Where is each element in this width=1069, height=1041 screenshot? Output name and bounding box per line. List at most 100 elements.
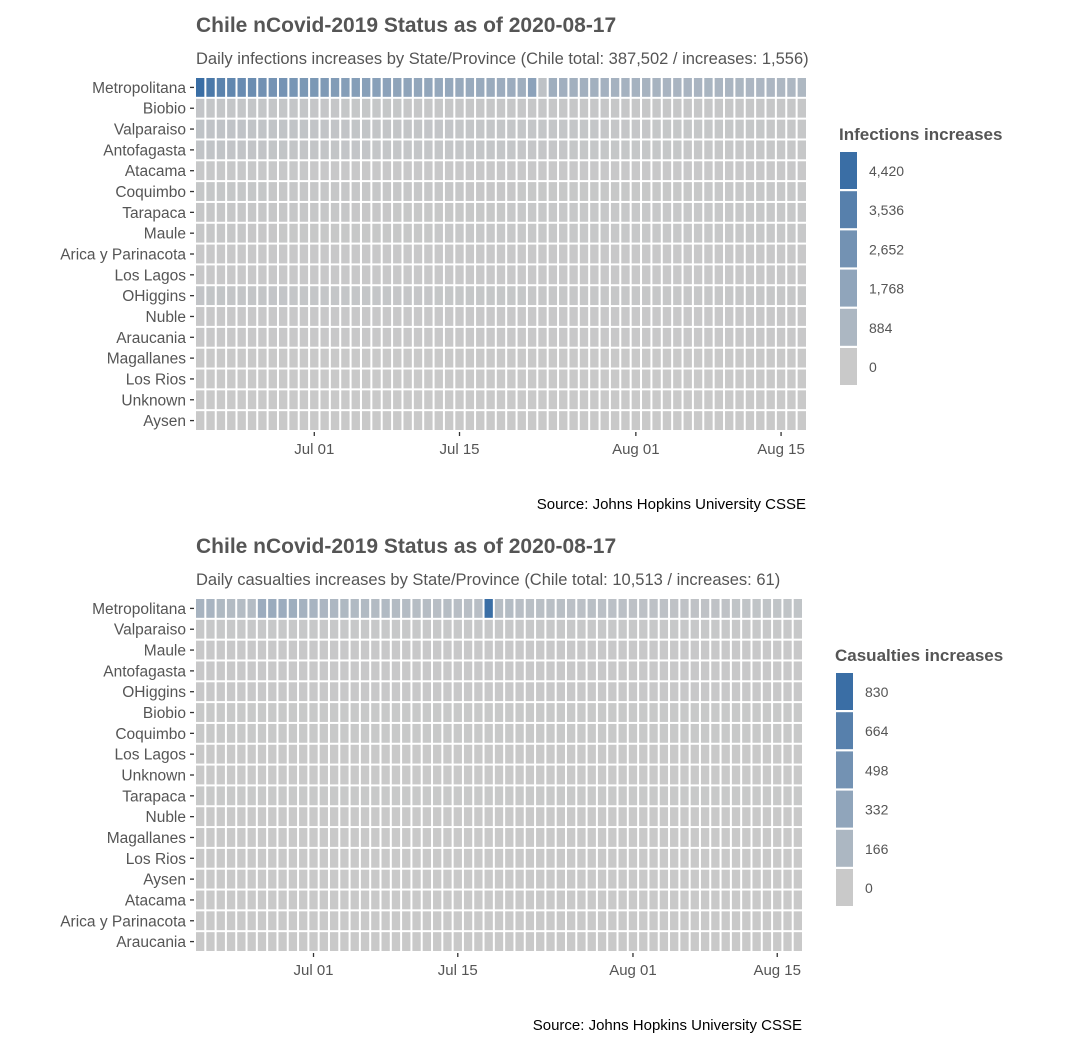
heatmap-tile [559,182,568,201]
heatmap-tile [680,932,689,951]
heatmap-tile [628,703,638,722]
heatmap-tile [507,78,516,97]
heatmap-tile [196,244,205,264]
heatmap-tile [341,161,350,181]
heatmap-tile [247,202,257,222]
heatmap-tile [361,161,371,181]
heatmap-tile [453,703,462,722]
heatmap-tile [693,265,703,285]
y-tick-label: Biobio [143,101,186,118]
heatmap-tile [673,161,682,181]
heatmap-tile [268,244,277,264]
heatmap-tile [393,98,402,118]
heatmap-tile [463,619,473,639]
heatmap-tile [226,786,236,806]
heatmap-tile [725,140,734,160]
heatmap-tile [382,182,392,201]
heatmap-tile [538,327,547,347]
heatmap-tile [507,244,516,264]
heatmap-tile [268,140,277,160]
heatmap-tile [402,723,411,743]
heatmap-tile [639,599,648,618]
heatmap-tile [196,890,205,910]
heatmap-tile [424,307,433,326]
heatmap-tile [465,161,475,181]
heatmap-tile [299,890,308,910]
heatmap-tile [556,786,565,806]
heatmap-tile [546,932,555,951]
heatmap-tile [299,869,308,889]
heatmap-tile [662,369,672,389]
heatmap-tile [433,723,442,743]
heatmap-tile [787,161,796,181]
heatmap-tile [371,807,380,827]
heatmap-tile [372,161,381,181]
heatmap-tile [536,890,545,910]
heatmap-tile [381,786,390,806]
heatmap-tile [257,661,267,681]
heatmap-tile [278,661,287,681]
heatmap-tile [649,890,658,910]
heatmap-tile [693,202,703,222]
heatmap-tile [787,202,796,222]
legend-key [840,191,857,229]
heatmap-tile [350,599,359,618]
heatmap-tile [631,202,641,222]
heatmap-tile [494,744,504,764]
heatmap-tile [403,202,412,222]
heatmap-tile [673,348,682,368]
heatmap-tile [600,286,609,306]
heatmap-tile [597,786,607,806]
heatmap-tile [628,682,638,702]
heatmap-tile [268,744,277,764]
heatmap-tile [731,911,741,931]
heatmap-tile [206,786,215,806]
heatmap-tile [247,411,257,430]
heatmap-tile [515,744,524,764]
heatmap-tile [484,723,493,743]
heatmap-tile [484,661,493,681]
heatmap-tile [361,327,371,347]
heatmap-tile [700,765,710,785]
heatmap-tile [330,348,340,368]
y-tick-label: Biobio [143,705,186,722]
heatmap-tile [196,78,205,97]
heatmap-tile [756,265,765,285]
heatmap-tile [762,932,772,951]
x-tick-label: Jul 01 [294,441,334,458]
heatmap-tile [683,286,692,306]
heatmap-tile [742,848,751,868]
heatmap-tile [773,765,782,785]
heatmap-tile [351,369,360,389]
heatmap-tile [693,327,703,347]
heatmap-tile [507,223,516,243]
heatmap-tile [546,599,555,618]
heatmap-tile [424,265,433,285]
heatmap-tile [350,765,359,785]
heatmap-tile [597,869,607,889]
heatmap-tile [517,348,526,368]
heatmap-tile [257,723,267,743]
heatmap-tile [745,369,755,389]
heatmap-tile [257,869,267,889]
heatmap-tile [372,98,381,118]
heatmap-tile [206,161,215,181]
heatmap-tile [372,307,381,326]
heatmap-tile [590,411,599,430]
chart-title: Chile nCovid-2019 Status as of 2020-08-1… [196,14,616,37]
heatmap-tile [402,828,411,847]
heatmap-tile [670,640,679,660]
heatmap-tile [412,869,421,889]
heatmap-tile [559,411,568,430]
heatmap-tile [507,348,516,368]
heatmap-tile [299,640,308,660]
heatmap-tile [507,140,516,160]
heatmap-tile [226,661,236,681]
heatmap-tile [320,307,329,326]
heatmap-tile [714,244,724,264]
heatmap-tile [206,661,215,681]
heatmap-tile [756,286,765,306]
legend-key [840,230,857,268]
heatmap-tile [453,619,462,639]
heatmap-tile [773,890,782,910]
